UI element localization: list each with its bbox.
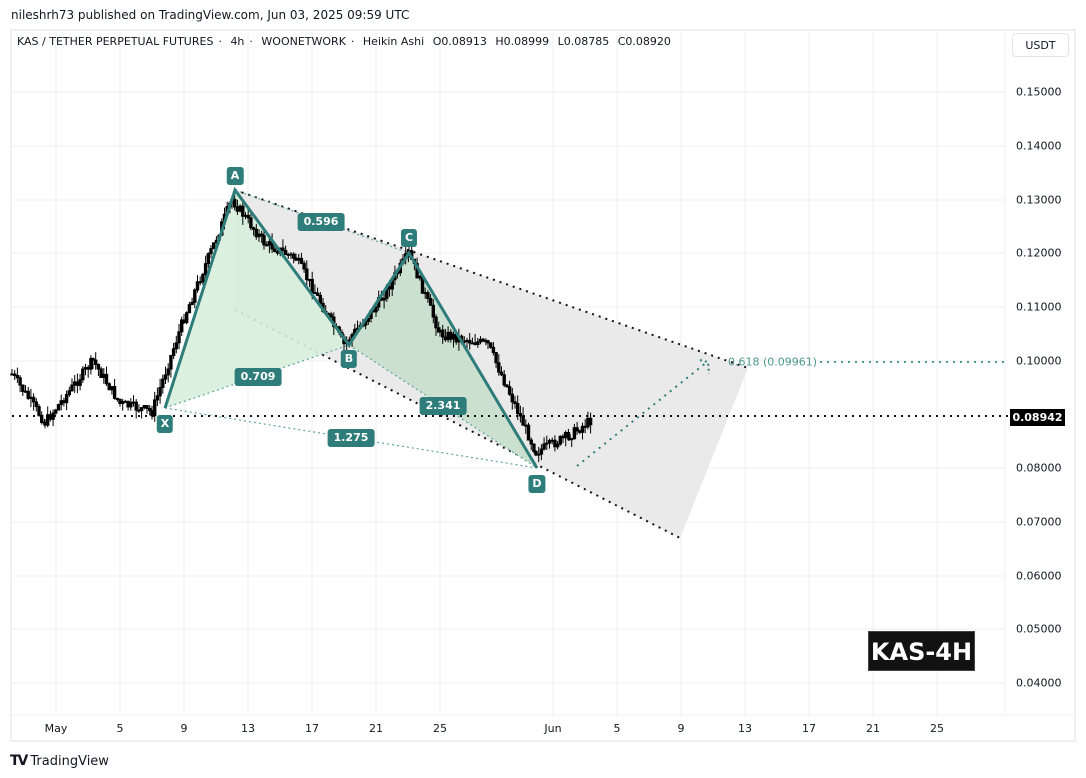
tradingview-logo-icon: TV xyxy=(10,753,28,769)
x-tick: 21 xyxy=(369,722,383,735)
point-x-label[interactable]: X xyxy=(156,415,174,433)
channel-fill xyxy=(235,190,748,538)
y-tick: 0.06000 xyxy=(1016,569,1062,583)
chart-legend: KAS / TETHER PERPETUAL FUTURES · 4h · WOON… xyxy=(17,35,676,48)
bcd-fill xyxy=(349,253,537,468)
x-tick: May xyxy=(44,722,68,735)
ratio-ac-label: 0.596 xyxy=(297,213,345,231)
legend-interval: 4h xyxy=(230,35,245,48)
harmonic-pattern-legs[interactable] xyxy=(163,186,539,469)
ratio-bd-label: 2.341 xyxy=(419,397,467,415)
x-tick: 17 xyxy=(802,722,816,735)
grid-horizontal xyxy=(12,91,1005,684)
point-d-label[interactable]: D xyxy=(528,475,546,493)
currency-unit-button[interactable]: USDT xyxy=(1012,33,1069,57)
legend-close: C0.08920 xyxy=(617,35,671,48)
publisher-line: nileshrh73 published on TradingView.com,… xyxy=(11,8,410,22)
legend-high: H0.08999 xyxy=(495,35,550,48)
y-tick: 0.14000 xyxy=(1016,139,1062,153)
legend-low: L0.08785 xyxy=(557,35,610,48)
x-tick: 9 xyxy=(677,722,685,735)
candles xyxy=(10,190,593,463)
legend-sep: · xyxy=(249,35,253,48)
tradingview-logo[interactable]: TV TradingView xyxy=(10,753,109,769)
x-tick: 5 xyxy=(613,722,621,735)
point-a-label[interactable]: A xyxy=(226,167,244,185)
fib-target-label: 0.618 (0.09961) xyxy=(728,355,818,369)
point-b-label[interactable]: B xyxy=(340,350,358,368)
x-tick: 17 xyxy=(305,722,319,735)
x-tick: 9 xyxy=(180,722,188,735)
y-tick: 0.12000 xyxy=(1016,246,1062,260)
legend-sep: · xyxy=(218,35,222,48)
y-tick: 0.07000 xyxy=(1016,515,1062,529)
legend-symbol: KAS / TETHER PERPETUAL FUTURES xyxy=(17,35,214,48)
x-tick: Jun xyxy=(544,722,562,735)
ratio-connectors xyxy=(164,189,538,469)
x-tick: 13 xyxy=(241,722,255,735)
x-tick: 21 xyxy=(866,722,880,735)
y-tick: 0.11000 xyxy=(1016,300,1062,314)
y-tick: 0.08000 xyxy=(1016,461,1062,475)
x-tick: 13 xyxy=(738,722,752,735)
x-tick: 25 xyxy=(433,722,447,735)
x-tick: 25 xyxy=(930,722,944,735)
y-tick: 0.10000 xyxy=(1016,354,1062,368)
tradingview-brand: TradingView xyxy=(30,753,109,769)
legend-style: Heikin Ashi xyxy=(362,35,425,48)
xab-fill xyxy=(165,190,349,408)
ratio-xb-label: 0.709 xyxy=(234,368,282,386)
ratio-xd-label: 1.275 xyxy=(327,429,375,447)
projection-arrowhead xyxy=(699,359,710,375)
legend-sep: · xyxy=(350,35,355,48)
y-tick: 0.04000 xyxy=(1016,676,1062,690)
y-tick: 0.15000 xyxy=(1016,85,1062,99)
y-tick: 0.13000 xyxy=(1016,193,1062,207)
current-price-tag: 0.08942 xyxy=(1010,409,1065,426)
ticker-watermark: KAS-4H xyxy=(868,631,975,671)
x-tick: 5 xyxy=(116,722,124,735)
legend-open: O0.08913 xyxy=(432,35,487,48)
legend-exchange: WOONETWORK xyxy=(261,35,346,48)
point-c-label[interactable]: C xyxy=(400,229,418,247)
chart-frame xyxy=(10,29,1076,742)
y-tick: 0.05000 xyxy=(1016,622,1062,636)
